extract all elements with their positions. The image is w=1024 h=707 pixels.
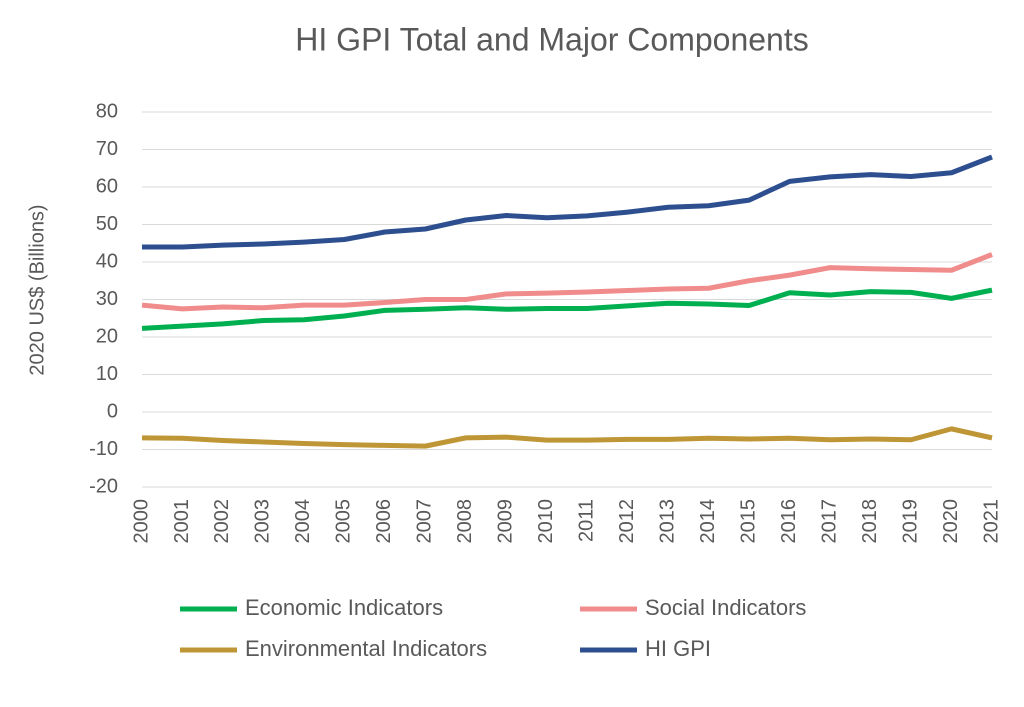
x-tick-label: 2005 [333,499,355,544]
x-tick-label: 2000 [130,499,152,544]
series-line [141,252,993,312]
y-tick-label: 50 [96,213,118,235]
y-tick-label: 10 [96,363,118,385]
y-tick-label: 20 [96,325,118,347]
chart-title: HI GPI Total and Major Components [295,21,808,57]
y-tick-label: 0 [107,400,118,422]
x-tick-label: 2012 [616,499,638,544]
y-tick-label: 60 [96,175,118,197]
x-tick-label: 2003 [252,499,274,544]
y-tick-label: 30 [96,288,118,310]
x-tick-label: 2019 [899,499,921,544]
x-tick-label: 2002 [211,499,233,544]
x-tick-label: 2010 [535,499,557,544]
x-tick-label: 2001 [171,499,193,544]
x-tick-label: 2009 [495,499,517,544]
y-tick-label: 80 [96,100,118,122]
legend-label: Social Indicators [645,595,806,620]
x-tick-label: 2013 [656,499,678,544]
legend-label: Economic Indicators [245,595,443,620]
y-tick-label: 70 [96,138,118,160]
y-tick-label: -10 [89,438,118,460]
x-tick-label: 2015 [737,499,759,544]
x-tick-label: 2007 [414,499,436,544]
legend-label: Environmental Indicators [245,636,487,661]
y-axis-label: 2020 US$ (Billions) [26,204,48,375]
series-line [142,154,993,250]
x-tick-label: 2014 [697,499,719,544]
y-tick-label: 40 [96,250,118,272]
x-tick-label: 2006 [373,499,395,544]
x-tick-label: 2018 [859,499,881,544]
y-tick-label: -20 [89,475,118,497]
x-tick-label: 2016 [778,499,800,544]
series-line [141,426,993,449]
x-tick-label: 2008 [454,499,476,544]
x-tick-label: 2017 [818,499,840,544]
x-tick-label: 2021 [980,499,1002,544]
series-line [141,287,993,331]
x-tick-label: 2004 [292,499,314,544]
x-tick-label: 2011 [576,499,598,542]
legend-label: HI GPI [645,636,711,661]
x-tick-label: 2020 [940,499,962,544]
